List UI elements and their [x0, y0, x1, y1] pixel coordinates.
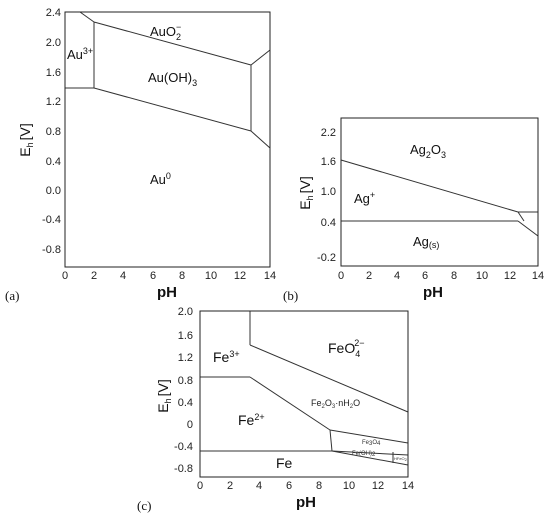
c-xtick-14: 14: [402, 480, 414, 492]
b-xtick-2: 2: [366, 270, 372, 282]
a-ytick-1.2: 1.2: [46, 96, 61, 108]
panel-c: 0 2 4 6 8 10 12 14 2.0 1.6 1.2 0.8 0.4 0…: [137, 306, 414, 513]
a-xtick-0: 0: [62, 270, 68, 282]
a-ytick-1.6: 1.6: [46, 67, 61, 79]
a-xtick-6: 6: [150, 270, 156, 282]
c-xtick-6: 6: [286, 480, 292, 492]
a-ytick-2.0: 2.0: [46, 37, 61, 49]
c-xtick-4: 4: [256, 480, 262, 492]
a-xtick-8: 8: [179, 270, 185, 282]
panel-c-frame: [199, 310, 409, 478]
a-ytick-2.4: 2.4: [46, 7, 61, 19]
b-region-ags: Ag(s): [413, 234, 439, 250]
panel-b-y-ticks: 2.2 1.6 1.0 0.4 -0.2: [317, 127, 336, 264]
fe2-fe3o4-vertical: [329, 429, 333, 452]
b-ytick-minus-0.2: -0.2: [317, 252, 336, 264]
c-region-hfeo2: HFeO2: [394, 456, 408, 462]
feoh2-lower-boundary: [331, 450, 409, 466]
b-xtick-12: 12: [504, 270, 516, 282]
c-ytick-minus-0.8: -0.8: [174, 463, 193, 475]
b-xtick-10: 10: [476, 270, 488, 282]
c-xtick-2: 2: [227, 480, 233, 492]
a-region-au3: Au3+: [67, 46, 93, 62]
feo4-fe2o3-boundary: [249, 344, 409, 413]
a-panel-tag: (a): [5, 288, 19, 303]
c-region-feo4: FeO42−: [328, 338, 365, 359]
a-ytick-0.0: 0.0: [46, 185, 61, 197]
b-ytick-1.0: 1.0: [321, 186, 336, 198]
auoh3-au0-boundary: [93, 87, 252, 132]
a-ytick-minus-0.8: -0.8: [42, 244, 61, 256]
c-ytick-1.2: 1.2: [178, 352, 193, 364]
c-xtick-0: 0: [197, 480, 203, 492]
b-ytick-2.2: 2.2: [321, 127, 336, 139]
b-region-agplus: Ag+: [354, 190, 375, 206]
panel-c-y-ticks: 2.0 1.6 1.2 0.8 0.4 0 -0.4 -0.8: [174, 306, 193, 475]
c-region-fe3: Fe3+: [213, 349, 240, 365]
c-ytick-minus-0.4: -0.4: [174, 441, 193, 453]
panel-b: 0 2 4 6 8 10 12 14 2.2 1.6 1.0 0.4 -0.2 …: [283, 117, 544, 303]
a-ytick-0.8: 0.8: [46, 126, 61, 138]
a-region-auo2: AuO2−: [150, 22, 181, 42]
fe3o4-feoh2-boundary: [331, 450, 409, 456]
panel-a-x-ticks: 0 2 4 6 8 10 12 14: [62, 270, 276, 282]
panel-a: 0 2 4 6 8 10 12 14 2.4 2.0 1.6 1.2 0.8 0…: [5, 7, 276, 303]
panel-c-x-ticks: 0 2 4 6 8 10 12 14: [197, 480, 414, 492]
a-xtick-12: 12: [234, 270, 246, 282]
c-region-fe2o3: Fe2O3·nH2O: [311, 398, 360, 410]
b-xtick-14: 14: [532, 270, 544, 282]
c-region-feoh2: Fe(OH)2: [352, 451, 376, 458]
a-ytick-minus-0.4: -0.4: [42, 214, 61, 226]
c-ytick-0.4: 0.4: [178, 397, 193, 409]
b-xtick-4: 4: [394, 270, 400, 282]
a-y-axis-label: Eh[V]: [17, 123, 35, 156]
ag-step-line-1: [517, 211, 525, 222]
fe2-fe2o3-boundary: [249, 376, 331, 431]
au3-upper-left-line: [79, 11, 95, 23]
b-y-axis-label: Eh[V]: [297, 176, 315, 209]
a-ytick-0.4: 0.4: [46, 156, 61, 168]
panel-b-frame: [340, 117, 539, 267]
c-xtick-8: 8: [316, 480, 322, 492]
a-xtick-10: 10: [205, 270, 217, 282]
c-xtick-10: 10: [343, 480, 355, 492]
high-ph-lower-line: [250, 130, 271, 149]
fe2o3-fe3o4-boundary: [329, 429, 409, 444]
c-region-fe3o4: Fe3O4: [362, 440, 381, 447]
auo2-auoh3-boundary: [93, 21, 252, 66]
b-region-ag2o3: Ag2O3: [410, 142, 446, 160]
c-region-fe: Fe: [276, 455, 293, 471]
a-region-au0: Au0: [150, 171, 171, 187]
c-xtick-12: 12: [372, 480, 384, 492]
ag-step-line-3: [517, 220, 539, 237]
b-xtick-8: 8: [451, 270, 457, 282]
c-ytick-2.0: 2.0: [178, 306, 193, 318]
b-xtick-0: 0: [338, 270, 344, 282]
b-ytick-1.6: 1.6: [321, 156, 336, 168]
ag2o3-agplus-boundary: [340, 159, 519, 213]
c-ytick-0.8: 0.8: [178, 375, 193, 387]
panel-a-frame: [64, 11, 271, 268]
c-panel-tag: (c): [137, 498, 151, 513]
a-xtick-2: 2: [91, 270, 97, 282]
a-xtick-4: 4: [120, 270, 126, 282]
panel-b-x-ticks: 0 2 4 6 8 10 12 14: [338, 270, 544, 282]
high-ph-upper-line: [250, 49, 271, 66]
c-y-axis-label: Eh[V]: [155, 379, 173, 412]
b-panel-tag: (b): [283, 288, 298, 303]
b-ytick-0.4: 0.4: [321, 217, 336, 229]
c-region-fe2: Fe2+: [238, 412, 265, 428]
a-xtick-14: 14: [264, 270, 276, 282]
b-xtick-6: 6: [422, 270, 428, 282]
panel-a-y-ticks: 2.4 2.0 1.6 1.2 0.8 0.4 0.0 -0.4 -0.8: [42, 7, 61, 256]
a-region-auoh3: Au(OH)3: [148, 70, 197, 88]
a-x-axis-label: pH: [157, 284, 177, 301]
c-x-axis-label: pH: [296, 494, 316, 511]
c-ytick-0: 0: [187, 419, 193, 431]
c-ytick-1.6: 1.6: [178, 330, 193, 342]
b-x-axis-label: pH: [423, 284, 443, 301]
